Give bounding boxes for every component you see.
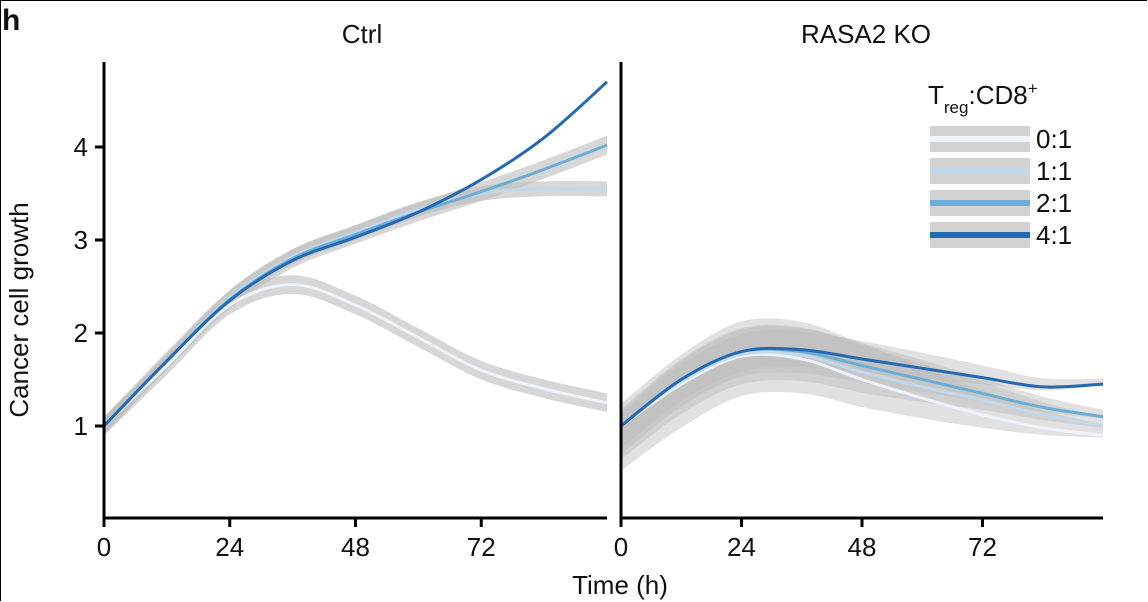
legend-label: 4:1 <box>1036 220 1072 250</box>
x-tick-label-48: 48 <box>848 532 877 562</box>
axes-ctrl: 0 24 48 72 1 2 3 4 <box>74 62 607 562</box>
legend-line-swatch <box>930 232 1030 238</box>
panel-ctrl: Ctrl 0 24 48 72 1 2 3 4 <box>74 19 608 562</box>
series-line-4-1 <box>102 80 608 428</box>
panel-rasa2-ko: RASA2 KO 0 24 48 72 <box>614 19 1104 562</box>
legend-label: 0:1 <box>1036 124 1072 154</box>
ci-band-2-1 <box>621 326 1103 454</box>
series-line-0-1 <box>620 352 1104 437</box>
y-tick-label-4: 4 <box>74 132 88 162</box>
x-tick-label-0: 0 <box>97 532 111 562</box>
ci-bands-ctrl <box>104 135 607 436</box>
legend-line-swatch <box>930 136 1030 142</box>
legend-title: Treg:CD8+ <box>928 79 1038 117</box>
legend-line-swatch <box>930 168 1030 174</box>
lines-rasa2-ko <box>620 346 1104 437</box>
legend-item-0-1: 0:1 <box>930 124 1072 154</box>
ci-band-4-1 <box>621 330 1103 449</box>
y-tick-label-3: 3 <box>74 225 88 255</box>
y-tick-label-1: 1 <box>74 411 88 441</box>
ci-band-1-1 <box>621 324 1103 460</box>
x-tick-label-72: 72 <box>968 532 997 562</box>
axes-rasa2-ko: 0 24 48 72 <box>614 62 1103 562</box>
x-tick-label-24: 24 <box>727 532 756 562</box>
series-line-0-1 <box>102 283 608 428</box>
x-axis-label: Time (h) <box>572 570 668 600</box>
panel-title-ctrl: Ctrl <box>342 19 382 49</box>
x-tick-label-0: 0 <box>614 532 628 562</box>
legend-item-2-1: 2:1 <box>930 188 1072 218</box>
legend-line-swatch <box>930 200 1030 206</box>
x-tick-label-24: 24 <box>215 532 244 562</box>
ci-band-0-1 <box>104 275 607 436</box>
lines-ctrl <box>102 80 608 428</box>
panel-letter: h <box>2 4 20 37</box>
y-axis-label: Cancer cell growth <box>4 202 34 417</box>
x-tick-label-48: 48 <box>341 532 370 562</box>
legend-label: 2:1 <box>1036 188 1072 218</box>
legend-item-1-1: 1:1 <box>930 156 1072 186</box>
series-line-1-1 <box>620 350 1104 428</box>
ci-bands-rasa2-ko <box>621 318 1103 471</box>
legend-label: 1:1 <box>1036 156 1072 186</box>
legend-item-4-1: 4:1 <box>930 220 1072 250</box>
y-tick-label-2: 2 <box>74 318 88 348</box>
series-line-4-1 <box>620 346 1104 428</box>
panel-title-rasa2-ko: RASA2 KO <box>801 19 931 49</box>
legend: Treg:CD8+ 0:11:12:14:1 <box>928 79 1072 250</box>
x-tick-label-72: 72 <box>467 532 496 562</box>
